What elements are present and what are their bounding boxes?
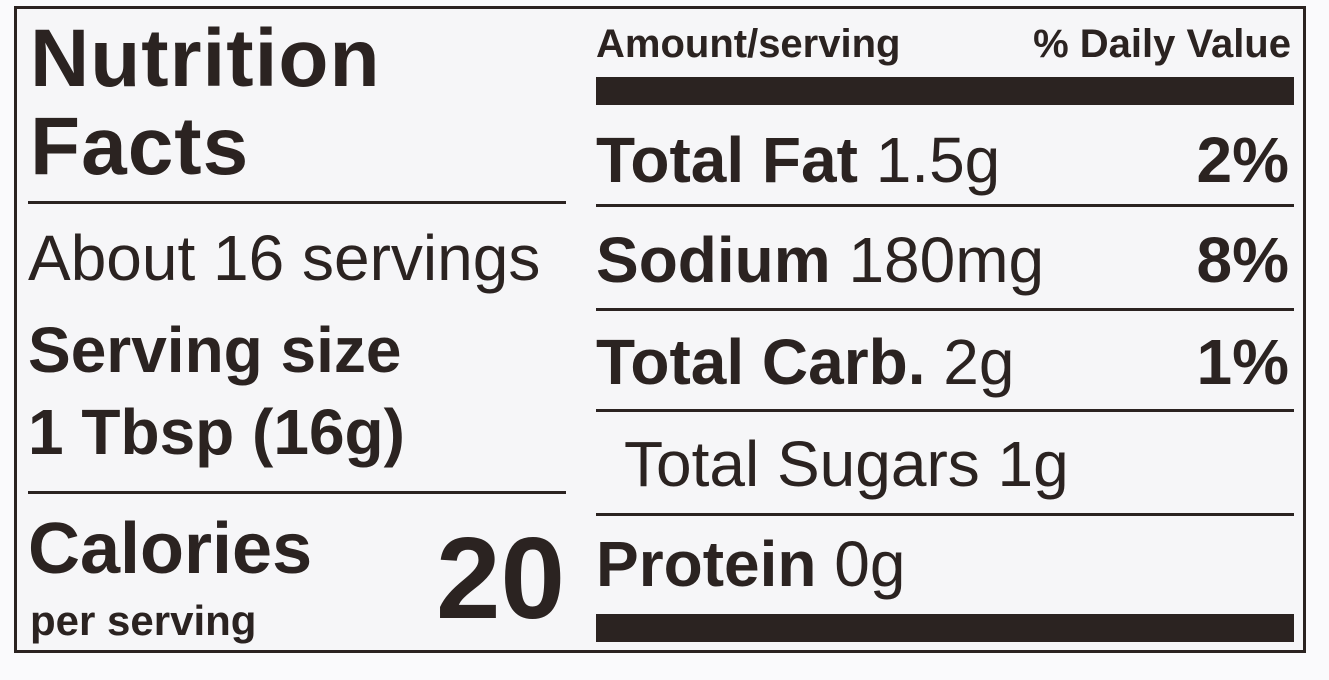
- thick-divider: [596, 77, 1294, 105]
- nutrient-amount: 2g: [943, 326, 1015, 398]
- divider: [28, 491, 566, 494]
- header-daily-value: % Daily Value: [1033, 22, 1291, 66]
- divider: [596, 513, 1294, 516]
- row-protein: Protein 0g: [596, 532, 905, 596]
- dv-total-carb: 1%: [1196, 326, 1290, 398]
- nutrient-amount: 1.5g: [875, 124, 1001, 196]
- nutrient-amount: 0g: [834, 528, 906, 600]
- calories-label: Calories: [28, 509, 313, 589]
- title-nutrition: Nutrition: [30, 13, 381, 104]
- serving-size-label: Serving size: [28, 314, 402, 386]
- divider: [596, 308, 1294, 311]
- thick-divider: [596, 614, 1294, 642]
- divider: [596, 409, 1294, 412]
- nutrient-name: Protein: [596, 528, 817, 600]
- serving-size-value: 1 Tbsp (16g): [28, 396, 405, 468]
- title-facts: Facts: [30, 101, 250, 192]
- servings-per-container: About 16 servings: [28, 222, 541, 294]
- calories-value: 20: [436, 513, 566, 643]
- header-amount: Amount/serving: [596, 22, 901, 66]
- nutrient-name: Total Carb.: [596, 326, 926, 398]
- row-total-sugars: Total Sugars 1g: [624, 428, 1069, 500]
- nutrient-name: Total Fat: [596, 124, 858, 196]
- dv-total-fat: 2%: [1196, 124, 1290, 196]
- divider: [596, 204, 1294, 207]
- nutrient-name: Sodium: [596, 224, 831, 296]
- row-total-fat: Total Fat 1.5g: [596, 128, 1000, 192]
- row-total-carb: Total Carb. 2g: [596, 330, 1014, 394]
- nutrition-facts-label: [14, 6, 1306, 653]
- dv-sodium: 8%: [1196, 224, 1290, 296]
- nutrient-amount: 180mg: [848, 224, 1045, 296]
- divider: [28, 201, 566, 204]
- calories-per-serving: per serving: [30, 597, 257, 644]
- row-sodium: Sodium 180mg: [596, 228, 1044, 292]
